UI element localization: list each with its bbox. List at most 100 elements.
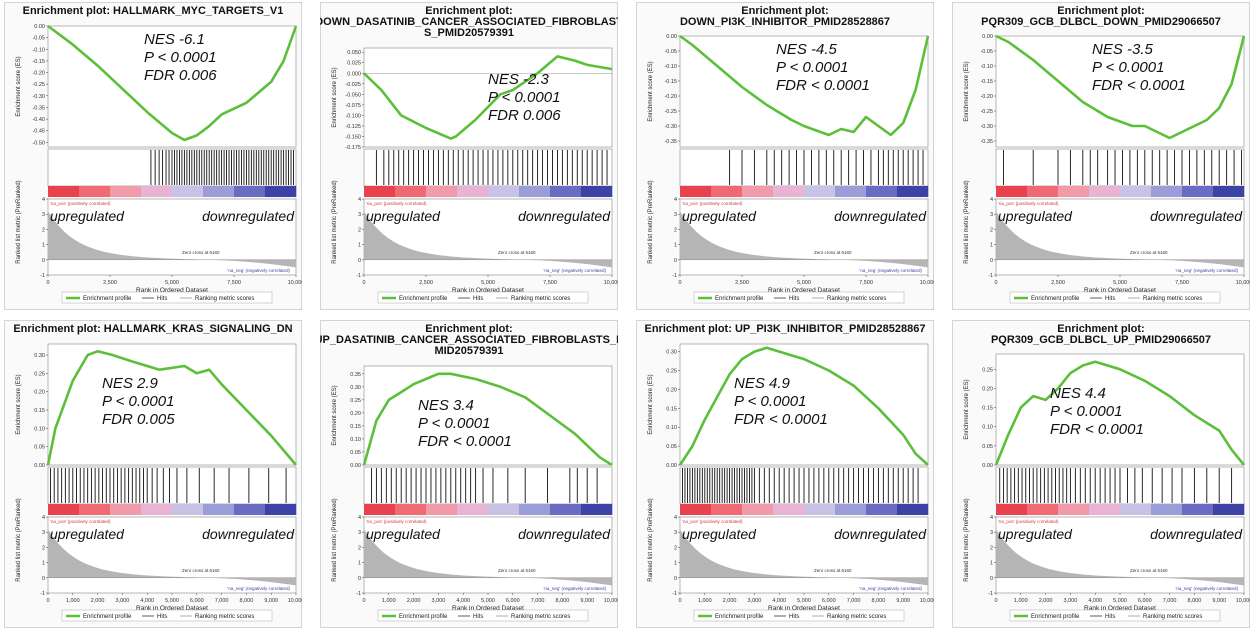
neg-correlated-label: 'na_neg' (negatively correlated) bbox=[543, 268, 606, 273]
ranking-metric-fill-neg bbox=[517, 577, 612, 586]
heat-segment bbox=[48, 186, 80, 197]
heat-segment bbox=[550, 186, 582, 197]
metric-tick-label: 4 bbox=[358, 515, 361, 521]
legend-label: Enrichment profile bbox=[399, 614, 448, 620]
heat-segment bbox=[680, 504, 712, 515]
metric-tick-label: 3 bbox=[674, 530, 677, 536]
y-tick-label: 0.10 bbox=[350, 437, 361, 443]
es-plot-area bbox=[995, 35, 1245, 148]
downregulated-label: downregulated bbox=[1150, 208, 1243, 224]
y-tick-label: 0.05 bbox=[34, 445, 45, 451]
zero-cross-label: Zero cross at 6160 bbox=[182, 250, 220, 255]
stat-text: P < 0.0001 bbox=[1092, 59, 1164, 76]
legend-box bbox=[1009, 291, 1221, 304]
metric-tick-label: -1 bbox=[988, 273, 993, 279]
metric-tick-label: 3 bbox=[674, 212, 677, 218]
metric-tick-label: 1 bbox=[674, 561, 677, 567]
stat-text: P < 0.0001 bbox=[776, 59, 848, 76]
y-tick-label: -0.05 bbox=[664, 49, 677, 55]
metric-tick-label: -1 bbox=[40, 591, 45, 597]
y-tick-label: 0.00 bbox=[666, 34, 677, 40]
enrichment-plot-svg: Enrichment plot:PQR309_GCB_DLBCL_UP_PMID… bbox=[952, 320, 1250, 628]
legend-box bbox=[377, 291, 589, 304]
legend-label: Ranking metric scores bbox=[1143, 296, 1202, 302]
zero-cross-label: Zero cross at 6160 bbox=[1130, 250, 1168, 255]
heat-segment bbox=[364, 186, 396, 197]
x-tick-label: 2,000 bbox=[91, 598, 105, 604]
chart-title: Enrichment plot: HALLMARK_KRAS_SIGNALING… bbox=[13, 323, 292, 335]
heat-segment bbox=[804, 504, 836, 515]
metric-tick-label: 4 bbox=[990, 197, 993, 203]
enrichment-plot-svg: Enrichment plot:UP_DASATINIB_CANCER_ASSO… bbox=[320, 320, 618, 628]
stat-text: FDR < 0.0001 bbox=[734, 411, 828, 428]
x-axis-label: Rank in Ordered Dataset bbox=[768, 287, 840, 294]
heat-segment bbox=[141, 186, 173, 197]
y-tick-label: 0.20 bbox=[350, 411, 361, 417]
x-tick-label: 10,000 bbox=[1236, 280, 1250, 286]
heat-segment bbox=[172, 186, 204, 197]
x-tick-label: 3,000 bbox=[432, 598, 446, 604]
y-tick-label: 0.10 bbox=[34, 426, 45, 432]
downregulated-label: downregulated bbox=[202, 526, 295, 542]
metric-tick-label: 0 bbox=[674, 576, 677, 582]
pos-correlated-label: 'na_pos' (positively correlated) bbox=[998, 201, 1059, 206]
y-tick-label: 0.20 bbox=[666, 387, 677, 393]
enrichment-panel-myc-targets: Enrichment plot: HALLMARK_MYC_TARGETS_V1… bbox=[4, 2, 302, 310]
stat-text: FDR 0.006 bbox=[144, 67, 217, 84]
enrichment-plot-svg: Enrichment plot: UP_PI3K_INHIBITOR_PMID2… bbox=[636, 320, 934, 628]
x-tick-label: 7,500 bbox=[543, 280, 557, 286]
x-tick-label: 6,000 bbox=[190, 598, 204, 604]
stat-text: P < 0.0001 bbox=[1050, 403, 1122, 420]
y-tick-label: -0.45 bbox=[32, 129, 45, 135]
stat-text: NES 4.4 bbox=[1050, 385, 1106, 402]
x-tick-label: 7,000 bbox=[847, 598, 861, 604]
x-tick-label: 0 bbox=[362, 280, 365, 286]
x-tick-label: 0 bbox=[362, 598, 365, 604]
x-tick-label: 5,000 bbox=[1113, 280, 1127, 286]
heat-segment bbox=[742, 186, 774, 197]
heat-segment bbox=[79, 186, 111, 197]
heat-segment bbox=[711, 504, 743, 515]
metric-tick-label: -1 bbox=[988, 591, 993, 597]
metric-tick-label: 2 bbox=[674, 545, 677, 551]
x-tick-label: 1,000 bbox=[66, 598, 80, 604]
heat-segment bbox=[897, 186, 929, 197]
metric-tick-label: 1 bbox=[358, 561, 361, 567]
y-tick-label: -0.175 bbox=[345, 145, 361, 151]
x-tick-label: 4,000 bbox=[140, 598, 154, 604]
es-axis-label: Enrichment score (ES) bbox=[332, 67, 338, 127]
metric-tick-label: 3 bbox=[358, 212, 361, 218]
enrichment-plot-svg: Enrichment plot: HALLMARK_MYC_TARGETS_V1… bbox=[4, 2, 302, 310]
heat-segment bbox=[1151, 186, 1183, 197]
x-tick-label: 8,000 bbox=[240, 598, 254, 604]
legend-label: Ranking metric scores bbox=[827, 614, 886, 620]
legend-label: Hits bbox=[1105, 296, 1115, 302]
stat-text: P < 0.0001 bbox=[488, 89, 560, 106]
upregulated-label: upregulated bbox=[50, 208, 125, 224]
heat-segment bbox=[364, 504, 396, 515]
chart-title: Enrichment plot: bbox=[425, 5, 512, 17]
stat-text: P < 0.0001 bbox=[144, 49, 216, 66]
x-tick-label: 9,000 bbox=[264, 598, 278, 604]
heat-segment bbox=[457, 504, 489, 515]
downregulated-label: downregulated bbox=[518, 208, 611, 224]
ranking-metric-fill-neg bbox=[201, 259, 296, 268]
metric-axis-label: Ranked list metric (PreRanked) bbox=[648, 498, 654, 581]
x-tick-label: 2,000 bbox=[723, 598, 737, 604]
zero-cross-label: Zero cross at 6160 bbox=[498, 250, 536, 255]
x-tick-label: 2,000 bbox=[1039, 598, 1053, 604]
y-tick-label: 0.00 bbox=[34, 463, 45, 469]
x-tick-label: 2,500 bbox=[103, 280, 117, 286]
y-tick-label: 0.00 bbox=[34, 24, 45, 30]
y-tick-label: -0.30 bbox=[664, 124, 677, 130]
heat-segment bbox=[773, 504, 805, 515]
heat-segment bbox=[866, 186, 898, 197]
pos-correlated-label: 'na_pos' (positively correlated) bbox=[50, 519, 111, 524]
stat-text: FDR < 0.0001 bbox=[1092, 77, 1186, 94]
heat-segment bbox=[519, 504, 551, 515]
heat-segment bbox=[457, 186, 489, 197]
metric-tick-label: 2 bbox=[990, 545, 993, 551]
enrichment-panel-pqr309-down: Enrichment plot: PQR309_GCB_DLBCL_DOWN_PM… bbox=[952, 2, 1250, 310]
stat-text: NES -3.5 bbox=[1092, 41, 1154, 58]
x-tick-label: 10,000 bbox=[288, 598, 302, 604]
